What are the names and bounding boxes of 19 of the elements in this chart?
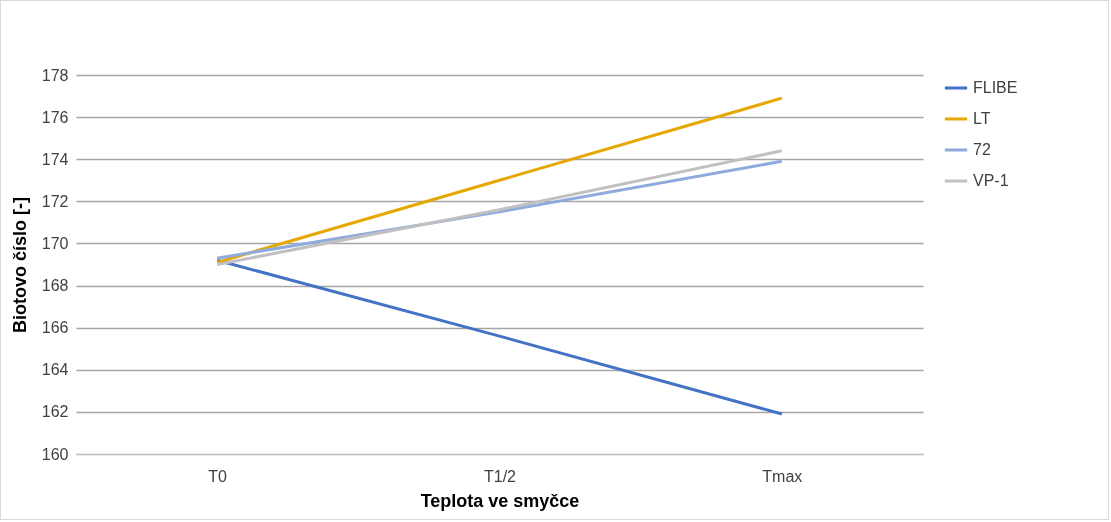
y-tick-label: 178 — [41, 66, 69, 84]
y-tick-label: 166 — [41, 319, 69, 337]
legend-label: 72 — [973, 141, 991, 158]
y-tick-label: 170 — [41, 234, 69, 252]
y-tick-label: 172 — [41, 192, 69, 210]
legend-label: VP-1 — [973, 172, 1009, 189]
legend-label: FLIBE — [973, 79, 1018, 96]
legend-label: LT — [973, 110, 991, 127]
x-tick-label: T0 — [208, 467, 228, 485]
y-tick-label: 174 — [41, 150, 69, 168]
y-tick-label: 176 — [41, 108, 69, 126]
y-axis-title: Biotovo číslo [-] — [9, 197, 30, 333]
y-tick-label: 162 — [41, 403, 69, 421]
y-tick-label: 168 — [41, 277, 69, 295]
y-tick-label: 164 — [41, 361, 69, 379]
x-tick-label: Tmax — [762, 467, 803, 485]
x-tick-label: T1/2 — [483, 467, 517, 485]
x-axis-title: Teplota ve smyčce — [420, 490, 580, 511]
y-tick-label: 160 — [41, 445, 69, 463]
